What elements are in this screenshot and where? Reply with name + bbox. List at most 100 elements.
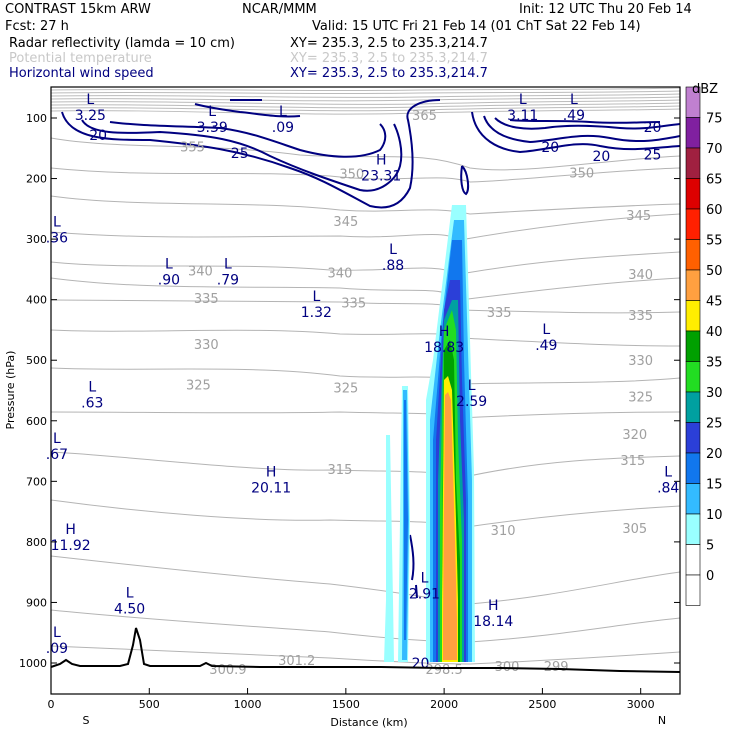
field-theta-name: Potential temperature [9, 51, 152, 66]
extremum-type: L [53, 625, 61, 641]
extremum-type: L [53, 214, 61, 230]
extremum-value: 3.25 [75, 108, 106, 124]
isentrope-label: 340 [328, 266, 353, 281]
y-tick-label: 800 [26, 536, 47, 549]
x-tick-label: 500 [139, 698, 160, 711]
isentrope-label: 340 [188, 265, 213, 280]
isentrope-label: 335 [341, 297, 366, 312]
x-tick-label: 3000 [627, 698, 655, 711]
y-tick-label: 200 [26, 173, 47, 186]
colorbar-label: 75 [706, 112, 723, 127]
colorbar-swatch [685, 117, 701, 149]
x-tick-label: 0 [48, 698, 55, 711]
init-time: Init: 12 UTC Thu 20 Feb 14 [519, 2, 692, 17]
extremum-type: H [488, 598, 499, 614]
colorbar-swatch [685, 483, 701, 515]
reflectivity-5dbz [384, 435, 394, 662]
x-tick-label: 1000 [234, 698, 262, 711]
extremum-value: 18.83 [424, 340, 464, 356]
extremum-type: L [53, 431, 61, 447]
extremum-value: .79 [217, 273, 239, 289]
isentrope-label: 325 [628, 391, 653, 406]
extremum-type: L [279, 104, 287, 120]
isentrope-label: 330 [628, 354, 653, 369]
extremum-type: L [86, 92, 94, 108]
extremum-type: L [224, 257, 232, 273]
colorbar-swatch [685, 208, 701, 240]
extremum-value: .49 [535, 338, 557, 354]
extremum-value: 11.92 [51, 538, 91, 554]
extremum-type: L [664, 464, 672, 480]
isentrope-label: 340 [628, 268, 653, 283]
colorbar-swatch [685, 269, 701, 301]
colorbar-swatch [685, 544, 701, 576]
isentrope-label: 350 [339, 168, 364, 183]
isentrope-label: 335 [487, 306, 512, 321]
colorbar-label: 70 [706, 142, 723, 157]
extremum-value: 3.11 [507, 108, 538, 124]
isentrope-label: 299 [544, 660, 569, 675]
colorbar-label: 20 [706, 447, 723, 462]
extremum-type: L [88, 380, 96, 396]
endpoint-south: S [83, 714, 90, 727]
colorbar-label: 50 [706, 264, 723, 279]
model-title: CONTRAST 15km ARW [5, 2, 151, 17]
isentrope-label: 301.2 [278, 654, 315, 669]
isentrope-label: 325 [186, 378, 211, 393]
isentrope-label: 298.5 [426, 663, 463, 678]
extremum-value: 20.11 [251, 480, 291, 496]
extremum-value: 23.31 [361, 169, 401, 185]
field-wind-xy: XY= 235.3, 2.5 to 235.3,214.7 [290, 66, 488, 81]
colorbar-swatch-bottom [685, 574, 701, 606]
extremum-value: .09 [272, 120, 294, 136]
wind-contour-label: 25 [231, 146, 249, 162]
isentrope-label: 335 [628, 309, 653, 324]
extremum-value: .67 [46, 447, 68, 463]
extremum-type: H [439, 324, 450, 340]
reflectivity-15dbz [404, 400, 408, 640]
y-tick-label: 400 [26, 294, 47, 307]
extremum-type: L [389, 242, 397, 258]
extremum-type: H [65, 522, 76, 538]
isentrope-label: 305 [622, 522, 647, 537]
colorbar-label: 45 [706, 295, 723, 310]
extremum-value: .90 [158, 273, 180, 289]
y-tick-label: 700 [26, 475, 47, 488]
wind-contour-label: 20 [541, 140, 559, 156]
isentrope-label: 345 [626, 209, 651, 224]
wind-speed-contours [61, 99, 680, 623]
extremum-type: L [542, 322, 550, 338]
colorbar-label: 60 [706, 203, 723, 218]
extremum-value: 1.32 [301, 305, 332, 321]
colorbar-swatch [685, 361, 701, 393]
upper-isentrope-band [51, 87, 680, 115]
colorbar-label: 10 [706, 508, 723, 523]
endpoint-north: N [658, 714, 666, 727]
colorbar-label: 5 [706, 539, 714, 554]
isentrope-label: 315 [620, 454, 645, 469]
colorbar-swatch [685, 452, 701, 484]
extremum-type: L [421, 570, 429, 586]
colorbar-label: 15 [706, 478, 723, 493]
colorbar-swatch [685, 178, 701, 210]
isentrope-label: 335 [194, 292, 219, 307]
colorbar-label: 65 [706, 173, 723, 188]
extremum-type: L [208, 104, 216, 120]
x-tick-label: 2000 [430, 698, 458, 711]
extremum-type: L [570, 92, 578, 108]
wind-contour-label: 20 [592, 149, 610, 165]
y-tick-label: 600 [26, 415, 47, 428]
isentrope-label: 365 [412, 109, 437, 124]
valid-time: Valid: 15 UTC Fri 21 Feb 14 (01 ChT Sat … [312, 19, 641, 34]
extremum-value: .36 [46, 230, 68, 246]
extremum-type: H [376, 153, 387, 169]
colorbar-label: 55 [706, 234, 723, 249]
extremum-value: .09 [46, 641, 68, 657]
terrain-surface [50, 627, 681, 673]
forecast-hour: Fcst: 27 h [5, 19, 69, 34]
plot-frame [50, 86, 681, 695]
colorbar-label: 35 [706, 356, 723, 371]
extremum-value: 4.50 [114, 601, 145, 617]
y-tick-label: 1000 [19, 657, 47, 670]
colorbar-label: 30 [706, 386, 723, 401]
